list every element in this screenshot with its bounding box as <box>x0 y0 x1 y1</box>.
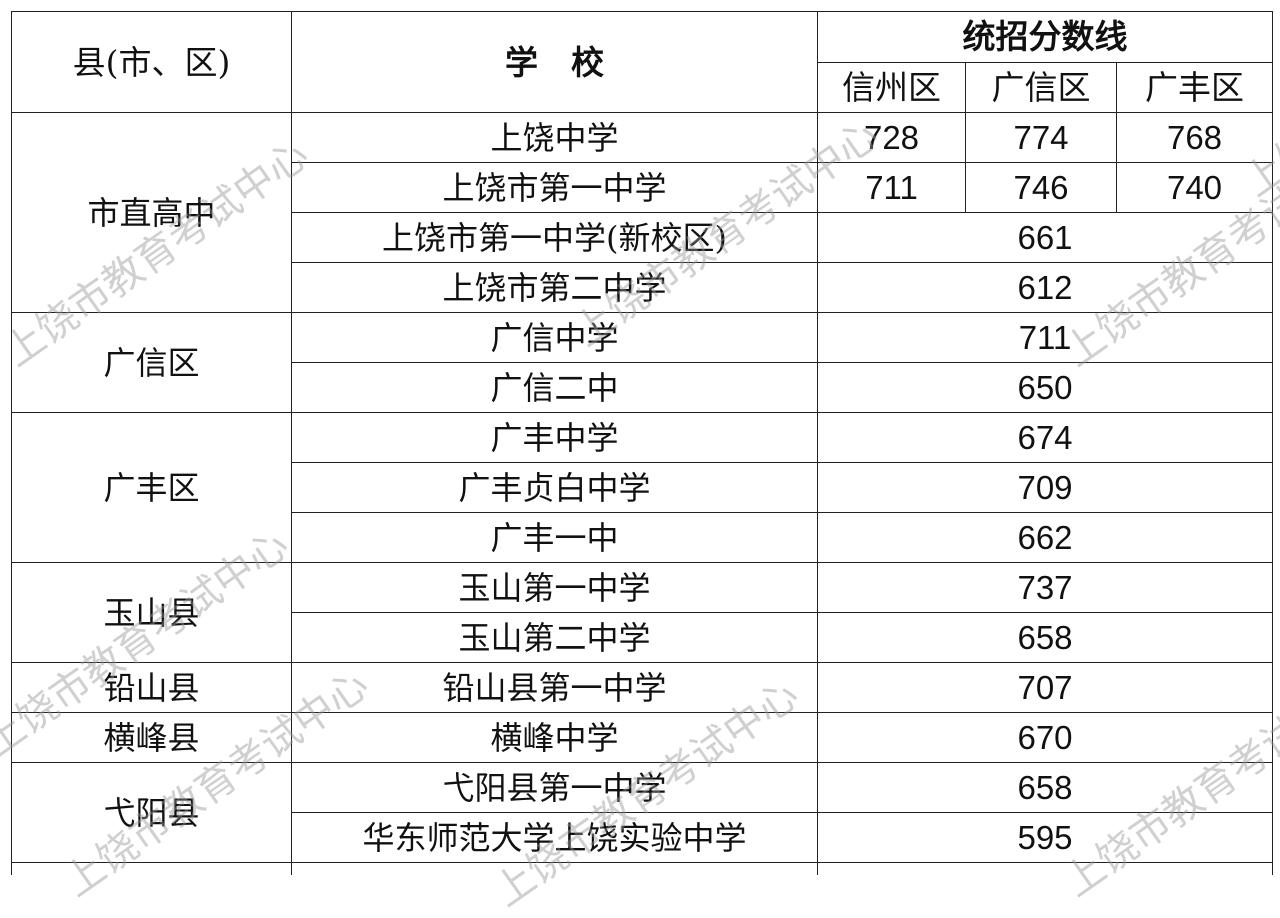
score-cell: 768 <box>1116 112 1273 163</box>
score-cell: 740 <box>1116 162 1273 213</box>
school-cell: 弋阳县第一中学 <box>291 762 818 813</box>
school-cell: 广丰一中 <box>291 512 818 563</box>
partial-row <box>11 862 1273 875</box>
school-cell: 广丰贞白中学 <box>291 462 818 513</box>
score-cell: 774 <box>965 112 1117 163</box>
empty-cell <box>291 862 818 875</box>
table-row: 广丰区 广丰中学 674 <box>11 412 1273 563</box>
school-cell: 华东师范大学上饶实验中学 <box>291 812 818 863</box>
table-row: 市直高中 上饶中学 728 774 768 <box>11 112 1273 313</box>
score-cell: 661 <box>817 212 1273 263</box>
table-row: 铅山县 铅山县第一中学 707 <box>11 662 1273 713</box>
empty-cell <box>11 862 292 875</box>
school-cell: 横峰中学 <box>291 712 818 763</box>
county-cell: 铅山县 <box>11 662 292 713</box>
header-school: 学 校 <box>291 11 818 113</box>
table-row: 弋阳县 弋阳县第一中学 658 <box>11 762 1273 863</box>
county-cell: 广信区 <box>11 312 292 413</box>
school-cell: 玉山第一中学 <box>291 562 818 613</box>
score-cell: 711 <box>817 312 1273 363</box>
table-body: 市直高中 上饶中学 728 774 768 上饶市第一中学 711 746 740 上饶市第一中学… <box>11 112 1273 875</box>
score-cell: 670 <box>817 712 1273 763</box>
header-district-guangxin: 广信区 <box>965 61 1117 113</box>
table-row: 广信区 广信中学 711 <box>11 312 1273 413</box>
county-cell: 广丰区 <box>11 412 292 563</box>
school-cell: 上饶市第一中学(新校区) <box>291 212 818 263</box>
score-cell: 595 <box>817 812 1273 863</box>
table-row: 广丰贞白中学 709 <box>12 462 1273 513</box>
school-cell: 铅山县第一中学 <box>291 662 818 713</box>
score-cell: 662 <box>817 512 1273 563</box>
score-cell: 658 <box>817 762 1273 813</box>
school-cell: 广丰中学 <box>291 412 818 463</box>
table-row: 横峰县 横峰中学 670 <box>11 712 1273 763</box>
school-cell: 玉山第二中学 <box>291 612 818 663</box>
score-cell: 711 <box>817 162 966 213</box>
score-cell: 650 <box>817 362 1273 413</box>
school-cell: 广信中学 <box>291 312 818 363</box>
score-table: 县(市、区) 学 校 统招分数线 信州区 广信区 广丰区 市直高中 上饶中学 728… <box>11 11 1273 875</box>
score-cell: 658 <box>817 612 1273 663</box>
header-score-line: 统招分数线 <box>817 11 1273 63</box>
table-row: 广信二中 650 <box>12 362 1273 413</box>
header-district-xinzhou: 信州区 <box>817 61 966 113</box>
table-row: 玉山县 玉山第一中学 737 <box>11 562 1273 663</box>
score-cell: 612 <box>817 262 1273 313</box>
score-cell: 728 <box>817 112 966 163</box>
header-county: 县(市、区) <box>11 11 292 113</box>
table-row: 玉山第二中学 658 <box>12 612 1273 663</box>
county-cell: 横峰县 <box>11 712 292 763</box>
score-cell: 707 <box>817 662 1273 713</box>
score-cell: 709 <box>817 462 1273 513</box>
county-cell: 弋阳县 <box>11 762 292 863</box>
school-cell: 上饶市第二中学 <box>291 262 818 313</box>
score-cell: 674 <box>817 412 1273 463</box>
score-cell: 746 <box>965 162 1117 213</box>
empty-cell <box>817 862 1273 875</box>
school-cell: 广信二中 <box>291 362 818 413</box>
school-cell: 上饶中学 <box>291 112 818 163</box>
header-district-guangfeng: 广丰区 <box>1116 61 1273 113</box>
table-row: 广丰一中 662 <box>12 512 1273 563</box>
score-cell: 737 <box>817 562 1273 613</box>
county-cell: 玉山县 <box>11 562 292 663</box>
county-cell: 市直高中 <box>11 112 292 313</box>
table-row: 华东师范大学上饶实验中学 595 <box>12 812 1273 863</box>
school-cell: 上饶市第一中学 <box>291 162 818 213</box>
